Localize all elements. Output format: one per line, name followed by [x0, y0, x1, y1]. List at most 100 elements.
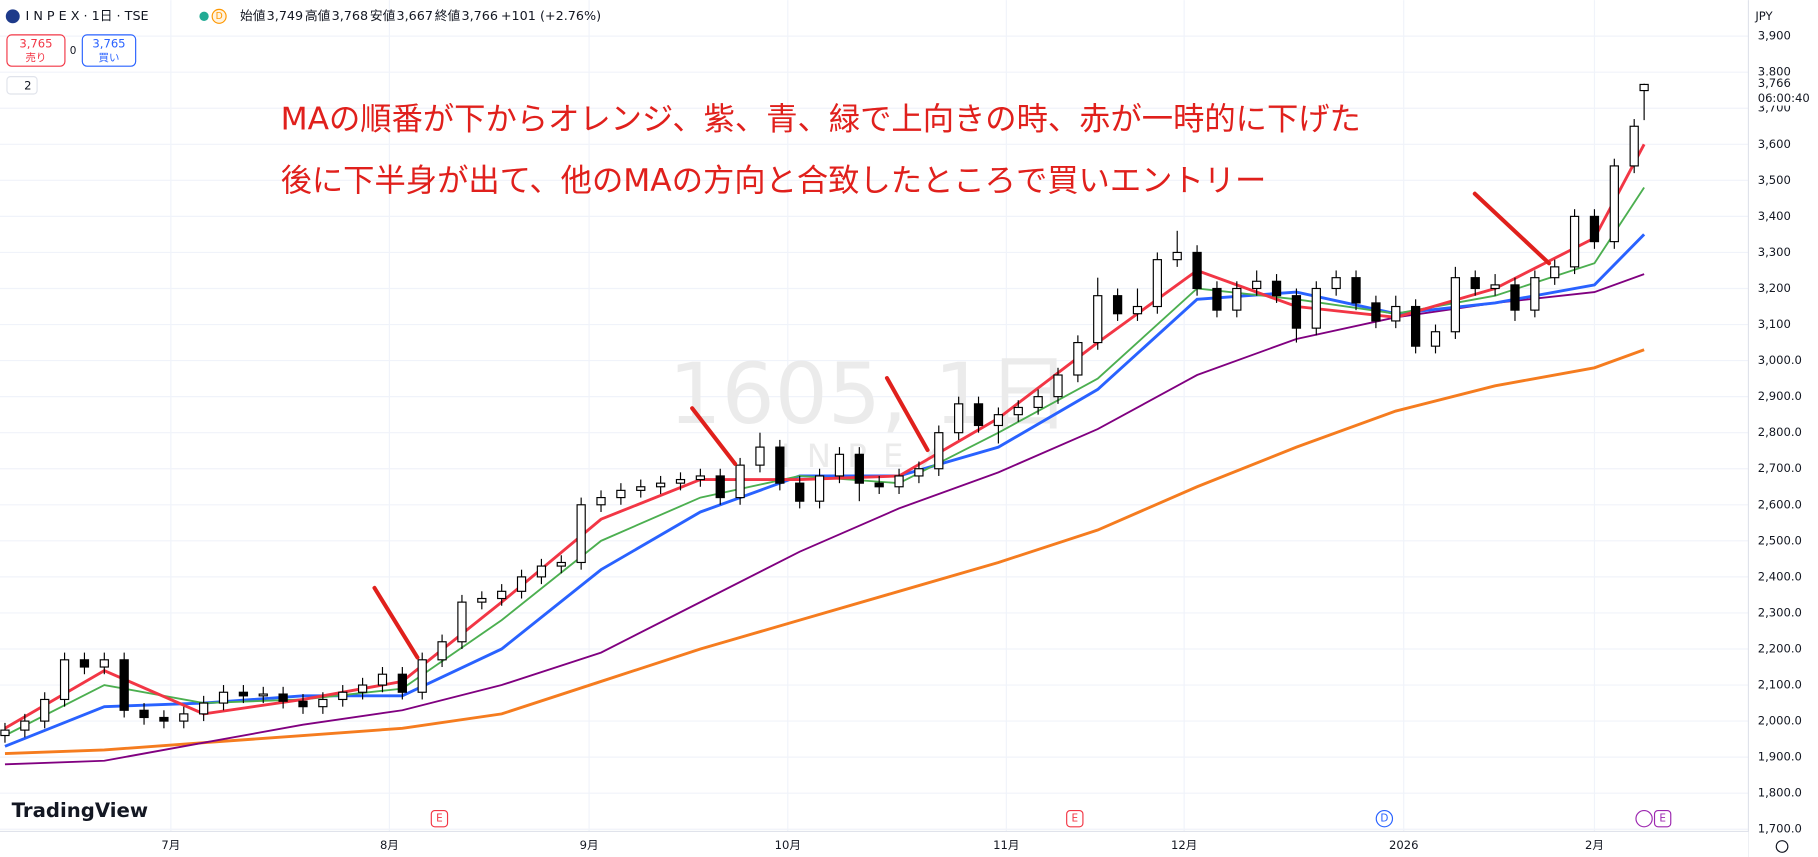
last-price-box	[1750, 75, 1816, 106]
candle-body	[1371, 302, 1381, 322]
candle-body	[139, 709, 149, 719]
candle-body	[1232, 287, 1242, 311]
arrow	[884, 376, 930, 452]
candle-body	[616, 489, 626, 499]
y-tick-label: 1,700.0	[1758, 822, 1802, 836]
currency-box[interactable]	[1750, 4, 1788, 28]
x-tick-label: 2026	[1389, 838, 1418, 852]
candle-body	[417, 659, 427, 693]
candle-body	[1550, 266, 1560, 279]
last-price: 3,766	[1758, 76, 1791, 90]
symbol-logo	[5, 9, 20, 24]
buy-price: 3,765	[92, 37, 125, 51]
y-tick-label: 3,400	[1758, 209, 1791, 223]
y-tick-label: 2,200.0	[1758, 641, 1802, 655]
arrow	[372, 585, 420, 660]
candle-body	[1609, 165, 1619, 243]
annotation: 後に下半身が出て、他のMAの方向と合致したところで買いエントリー	[281, 163, 1267, 199]
candle-body	[954, 403, 964, 434]
y-tick-label: 3,600	[1758, 137, 1791, 151]
event-label: E	[1659, 813, 1666, 825]
y-tick-label: 2,800.0	[1758, 425, 1802, 439]
candle-body	[199, 702, 209, 715]
buy-label: 買い	[99, 52, 120, 64]
candle-body	[1351, 277, 1361, 304]
candle-body	[596, 497, 606, 506]
candle-body	[854, 453, 864, 484]
ohlc-value: 3,766	[461, 9, 498, 24]
x-tick-label: 2月	[1585, 838, 1604, 852]
candle-body	[1410, 305, 1421, 347]
ohlc-value: 3,749	[267, 9, 304, 24]
candle-body	[1212, 287, 1222, 311]
session-badge-text: D	[216, 11, 223, 22]
x-tick-label: 11月	[993, 838, 1019, 852]
candle-body	[1311, 287, 1321, 329]
candle-body	[457, 601, 467, 643]
y-tick-label: 2,300.0	[1758, 605, 1802, 619]
candle-body	[1132, 305, 1143, 315]
candle-body	[795, 482, 805, 502]
ohlc-label: 始値	[240, 8, 266, 24]
y-tick-label: 2,900.0	[1758, 389, 1802, 403]
arrow	[1472, 191, 1552, 266]
candle-body	[218, 691, 229, 704]
event-marker[interactable]	[1375, 809, 1394, 828]
candle-body	[59, 659, 70, 701]
candle-body	[79, 659, 90, 668]
candle-body	[755, 446, 765, 466]
y-tick-label: 2,000.0	[1758, 714, 1802, 728]
y-tick-label: 2,600.0	[1758, 497, 1802, 511]
moving-average	[4, 348, 1645, 755]
y-tick-label: 3,000.0	[1758, 353, 1802, 367]
y-tick-label: 2,700.0	[1758, 461, 1802, 475]
candle-body	[1589, 215, 1600, 243]
symbol[interactable]: I N P E X · 1日 · TSE	[26, 9, 149, 24]
candle-body	[1093, 295, 1103, 344]
event-label: E	[436, 813, 443, 825]
spread: 0	[70, 45, 77, 57]
candle-body	[1450, 277, 1461, 333]
candle-body	[1430, 331, 1441, 347]
candle-body	[357, 684, 368, 693]
event-marker[interactable]	[430, 809, 449, 828]
candle-body	[20, 720, 30, 731]
y-tick-label: 2,100.0	[1758, 678, 1802, 692]
candle-body	[914, 468, 924, 477]
candle-body	[1510, 284, 1520, 311]
candle-body	[655, 482, 666, 488]
indicator-toggle[interactable]	[6, 76, 38, 95]
candle-body	[238, 691, 249, 697]
candle-body	[993, 414, 1004, 427]
ohlc-label: 終値	[435, 8, 461, 24]
candle-body	[1073, 341, 1083, 376]
candle-body	[934, 432, 944, 470]
event-marker[interactable]	[1653, 809, 1672, 828]
market-status	[199, 11, 209, 21]
settings-icon[interactable]	[1775, 840, 1789, 853]
candle-body	[1013, 406, 1023, 416]
candle-body	[536, 565, 547, 578]
event-marker[interactable]	[1066, 809, 1084, 828]
candle-body	[1490, 284, 1500, 290]
candle-body	[973, 403, 984, 427]
event-icon[interactable]	[1635, 809, 1653, 828]
candle-body	[40, 698, 50, 722]
candle-body	[159, 716, 169, 722]
indicator-count: 2	[24, 78, 31, 92]
sell-button[interactable]	[6, 34, 66, 67]
y-tick-label: 3,500	[1758, 173, 1791, 187]
y-tick-label: 3,100	[1758, 317, 1791, 331]
y-tick-label: 3,900	[1758, 29, 1791, 43]
buy-button[interactable]	[81, 34, 137, 67]
y-tick-label: 3,200	[1758, 281, 1791, 295]
event-label: E	[1072, 813, 1079, 825]
candle-body	[1172, 251, 1182, 261]
candle-body	[318, 698, 328, 708]
candle-body	[695, 475, 706, 481]
candle-body	[715, 475, 725, 499]
candle-body	[1530, 277, 1540, 311]
ohlc-value: 3,768	[332, 9, 369, 24]
